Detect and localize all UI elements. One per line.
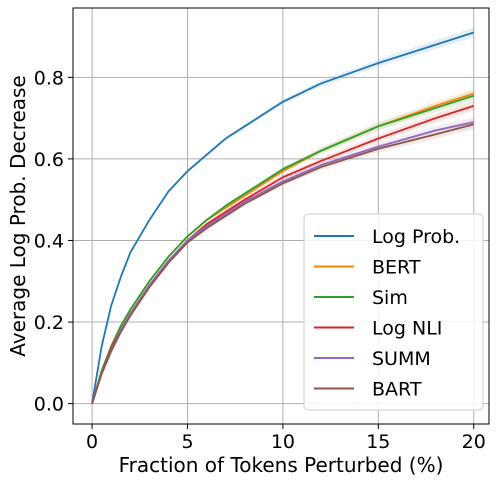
x-axis-label: Fraction of Tokens Perturbed (%) bbox=[119, 453, 444, 477]
legend: Log Prob. BERT Sim Log NLI SUMM BART bbox=[303, 213, 484, 411]
y-axis-ticks: 0.0 0.2 0.4 0.6 0.8 bbox=[34, 67, 73, 416]
legend-label: Log Prob. bbox=[372, 226, 460, 248]
series-line bbox=[91, 31, 475, 404]
x-tick-label: 15 bbox=[366, 431, 390, 453]
legend-label: SUMM bbox=[372, 348, 431, 370]
y-tick-label: 0.0 bbox=[34, 394, 64, 416]
series-line bbox=[91, 123, 474, 404]
x-tick-label: 5 bbox=[181, 431, 193, 453]
x-tick-label: 0 bbox=[86, 431, 98, 453]
series-lines bbox=[91, 31, 475, 404]
y-tick-label: 0.4 bbox=[34, 230, 64, 252]
legend-label: BART bbox=[372, 379, 422, 401]
y-axis-label: Average Log Prob. Decrease bbox=[6, 75, 30, 356]
legend-label: Sim bbox=[372, 287, 408, 309]
y-tick-label: 0.6 bbox=[34, 149, 64, 171]
x-tick-label: 20 bbox=[462, 431, 486, 453]
legend-label: Log NLI bbox=[372, 318, 442, 340]
x-tick-label: 10 bbox=[271, 431, 295, 453]
legend-box bbox=[303, 213, 484, 411]
legend-label: BERT bbox=[372, 257, 421, 279]
plot-area-frame bbox=[72, 7, 490, 425]
y-tick-label: 0.2 bbox=[34, 312, 64, 334]
x-axis-ticks: 0 5 10 15 20 bbox=[86, 424, 486, 453]
series-line bbox=[91, 94, 475, 404]
y-tick-label: 0.8 bbox=[34, 67, 64, 89]
